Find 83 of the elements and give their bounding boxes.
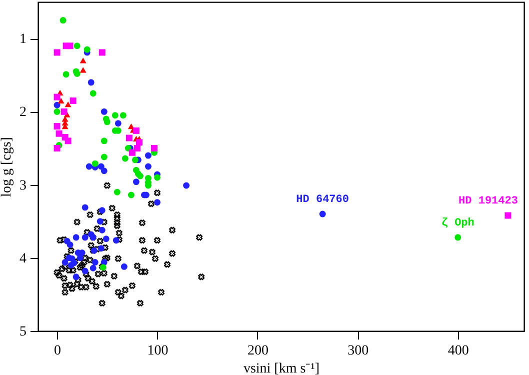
- point: [112, 237, 120, 244]
- point: [66, 241, 74, 248]
- point: [96, 218, 104, 225]
- point: [102, 236, 110, 242]
- point: [504, 212, 512, 219]
- point: [60, 17, 66, 24]
- x-tick-label: 400: [448, 344, 469, 358]
- annotation: HD 191423: [458, 195, 518, 208]
- y-tick-label: 4: [20, 251, 26, 266]
- point: [144, 152, 152, 159]
- point: [54, 123, 60, 130]
- point: [128, 149, 136, 156]
- point: [132, 178, 140, 186]
- point: [54, 49, 60, 56]
- point: [90, 90, 96, 97]
- point: [100, 108, 108, 115]
- point: [154, 199, 160, 206]
- point: [90, 264, 96, 272]
- point: [126, 134, 132, 142]
- x-tick-label: 200: [247, 344, 268, 358]
- point: [66, 42, 74, 50]
- point: [183, 182, 190, 189]
- point: [68, 262, 74, 268]
- point: [132, 127, 140, 134]
- y-axis-title: log g [cgs]: [0, 137, 14, 197]
- annotation: HD 64760: [296, 194, 349, 206]
- point: [128, 192, 134, 198]
- point: [72, 274, 80, 280]
- point: [92, 160, 98, 167]
- annotation: ζ Oph: [441, 217, 474, 230]
- y-tick-label: 5: [20, 324, 26, 340]
- y-tick-label: 1: [20, 32, 26, 48]
- point: [114, 120, 122, 127]
- point: [92, 259, 98, 266]
- point: [98, 226, 106, 234]
- point: [122, 155, 128, 162]
- point: [82, 234, 88, 241]
- point: [62, 71, 70, 78]
- point: [64, 102, 72, 108]
- x-tick-label: 300: [348, 344, 369, 358]
- x-axis-title: vsini [km s⁻¹]: [243, 362, 320, 375]
- point: [120, 263, 128, 270]
- point: [54, 144, 60, 152]
- point: [132, 156, 138, 164]
- point: [64, 138, 72, 144]
- y-tick-label: 2: [20, 105, 26, 120]
- point: [104, 118, 110, 126]
- point: [70, 97, 76, 104]
- point: [100, 168, 108, 174]
- point: [80, 67, 86, 73]
- point: [82, 268, 88, 274]
- point: [88, 79, 94, 86]
- point: [98, 245, 104, 252]
- point: [100, 154, 108, 160]
- point: [134, 144, 140, 152]
- point: [80, 58, 86, 64]
- point: [154, 174, 160, 181]
- point: [319, 210, 326, 218]
- point: [62, 259, 68, 266]
- point: [76, 254, 84, 262]
- point: [100, 138, 108, 144]
- point: [60, 108, 68, 115]
- point: [82, 204, 88, 211]
- point: [114, 188, 120, 196]
- point: [112, 112, 118, 119]
- point: [54, 108, 60, 115]
- point: [54, 102, 60, 108]
- point: [151, 144, 158, 152]
- point: [144, 163, 152, 170]
- point: [84, 46, 90, 53]
- point: [98, 49, 106, 56]
- point: [136, 139, 142, 146]
- point: [86, 163, 92, 170]
- x-tick-label: 0: [54, 344, 62, 358]
- point: [54, 94, 60, 100]
- x-tick-label: 100: [147, 344, 168, 358]
- point: [58, 98, 64, 104]
- point: [120, 112, 126, 119]
- point: [72, 234, 80, 241]
- y-tick-label: 3: [20, 178, 26, 194]
- point: [454, 234, 462, 241]
- point: [74, 42, 80, 50]
- point: [56, 130, 62, 137]
